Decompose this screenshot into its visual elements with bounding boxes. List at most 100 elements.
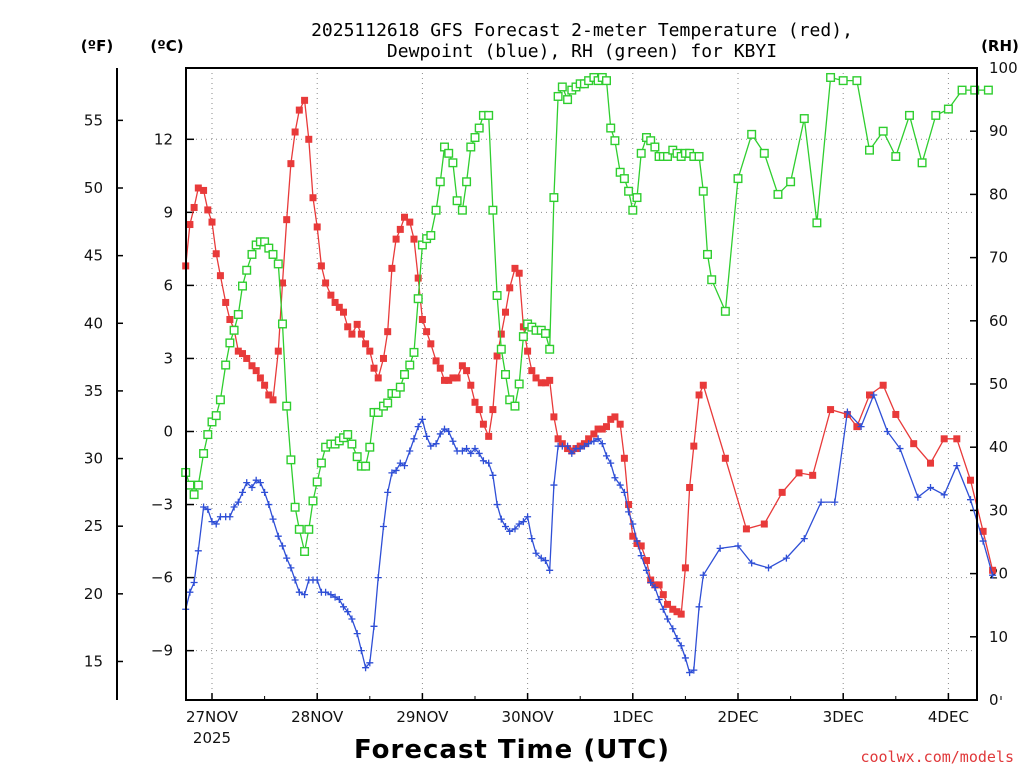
temperature-point bbox=[265, 391, 273, 399]
rh-point bbox=[720, 306, 730, 316]
dewpoint-point bbox=[493, 501, 501, 509]
dewpoint-point bbox=[204, 505, 212, 513]
dewpoint-point bbox=[690, 666, 698, 674]
rh-point bbox=[282, 401, 292, 411]
dewpoint-point bbox=[471, 445, 479, 453]
dewpoint-point bbox=[374, 574, 382, 582]
dewpoint-point bbox=[327, 591, 335, 599]
dewpoint-point bbox=[414, 423, 422, 431]
rh-point bbox=[286, 455, 296, 465]
temperature-point bbox=[629, 532, 637, 540]
dewpoint-point bbox=[269, 515, 277, 523]
rh-point bbox=[185, 480, 195, 490]
temperature-point bbox=[212, 250, 220, 258]
temperature-point bbox=[243, 354, 251, 362]
rh-point bbox=[247, 249, 257, 259]
temperature-point bbox=[475, 406, 483, 414]
temperature-point bbox=[497, 330, 505, 338]
celsius-tick-label: 9 bbox=[163, 203, 173, 221]
dewpoint-point bbox=[603, 452, 610, 460]
temperature-point bbox=[269, 396, 277, 404]
rh-point bbox=[470, 133, 480, 143]
temperature-point bbox=[458, 362, 466, 370]
dewpoint-point bbox=[234, 498, 242, 506]
celsius-tick-label: 3 bbox=[163, 349, 173, 367]
dewpoint-point bbox=[252, 476, 260, 484]
temperature-point bbox=[453, 374, 461, 382]
dewpoint-point bbox=[458, 447, 466, 455]
rh-point bbox=[505, 395, 515, 405]
temperature-point bbox=[374, 374, 382, 382]
temperature-point bbox=[485, 432, 493, 440]
rh-point bbox=[347, 439, 357, 449]
temperature-point bbox=[357, 330, 365, 338]
rh-point bbox=[636, 148, 646, 158]
dewpoint-point bbox=[896, 445, 904, 453]
rh-point bbox=[878, 126, 888, 136]
temperature-point bbox=[690, 442, 698, 450]
temperature-point bbox=[966, 476, 974, 484]
rh-point bbox=[563, 95, 573, 105]
dewpoint-point bbox=[765, 564, 773, 572]
rh-point bbox=[759, 148, 769, 158]
temperature-point bbox=[940, 435, 948, 443]
rh-tick-label: 30 bbox=[989, 501, 1008, 519]
celsius-tick-label: −9 bbox=[151, 642, 173, 660]
rh-point bbox=[957, 85, 967, 95]
fahrenheit-tick-label: 55 bbox=[84, 111, 103, 129]
rh-point bbox=[624, 186, 634, 196]
temperature-point bbox=[239, 350, 247, 358]
rh-point bbox=[650, 142, 660, 152]
temperature-point bbox=[686, 484, 694, 492]
temperature-point bbox=[637, 542, 645, 550]
temperature-point bbox=[305, 135, 313, 143]
dewpoint-point bbox=[590, 437, 598, 445]
temperature-point bbox=[440, 376, 448, 384]
dewpoint-point bbox=[883, 428, 891, 435]
dewpoint-point bbox=[410, 435, 418, 443]
series-layer bbox=[181, 72, 997, 677]
dewpoint-point bbox=[616, 481, 624, 489]
dewpoint-point bbox=[550, 481, 558, 489]
rh-point bbox=[943, 104, 953, 114]
rh-point bbox=[400, 370, 410, 380]
temperature-point bbox=[607, 415, 615, 423]
temperature-point bbox=[274, 347, 282, 355]
temperature-point bbox=[594, 425, 602, 433]
temperature-point bbox=[348, 330, 356, 338]
dewpoint-point bbox=[633, 537, 641, 545]
dewpoint-point bbox=[524, 513, 532, 521]
rh-point bbox=[273, 259, 283, 269]
dewpoint-point bbox=[449, 437, 457, 445]
dewpoint-point bbox=[357, 647, 365, 655]
credit-text: coolwx.com/models bbox=[860, 748, 1014, 766]
dewpoint-point bbox=[528, 535, 536, 543]
rh-point bbox=[448, 158, 458, 168]
temperature-point bbox=[340, 308, 347, 316]
rh-point bbox=[786, 177, 796, 187]
dewpoint-point bbox=[953, 462, 961, 470]
rh-point bbox=[904, 110, 914, 120]
x-axis-title: Forecast Time (UTC) bbox=[354, 735, 670, 765]
rh-point bbox=[211, 411, 221, 421]
fahrenheit-tick-label: 50 bbox=[84, 179, 103, 197]
dewpoint-point bbox=[989, 571, 997, 579]
dewpoint-point bbox=[212, 520, 220, 528]
temperature-point bbox=[301, 96, 309, 104]
dewpoint-point bbox=[427, 442, 435, 450]
temperature-point bbox=[309, 194, 317, 202]
temperature-point bbox=[809, 471, 817, 479]
fahrenheit-axis: 15 20 25 30 35 40 45 50 55 bbox=[84, 68, 123, 700]
title-line-2: Dewpoint (blue), RH (green) for KBYI bbox=[387, 41, 777, 62]
temperature-point bbox=[226, 315, 234, 323]
dewpoint-point bbox=[673, 634, 681, 642]
rh-point bbox=[373, 407, 383, 417]
temperature-point bbox=[396, 225, 404, 233]
rh-point bbox=[466, 142, 476, 152]
rh-point bbox=[199, 449, 209, 459]
temperature-point bbox=[953, 435, 961, 443]
rh-tick-label: 60 bbox=[989, 312, 1008, 330]
dewpoint-point bbox=[283, 554, 291, 562]
temperature-point bbox=[927, 459, 935, 467]
